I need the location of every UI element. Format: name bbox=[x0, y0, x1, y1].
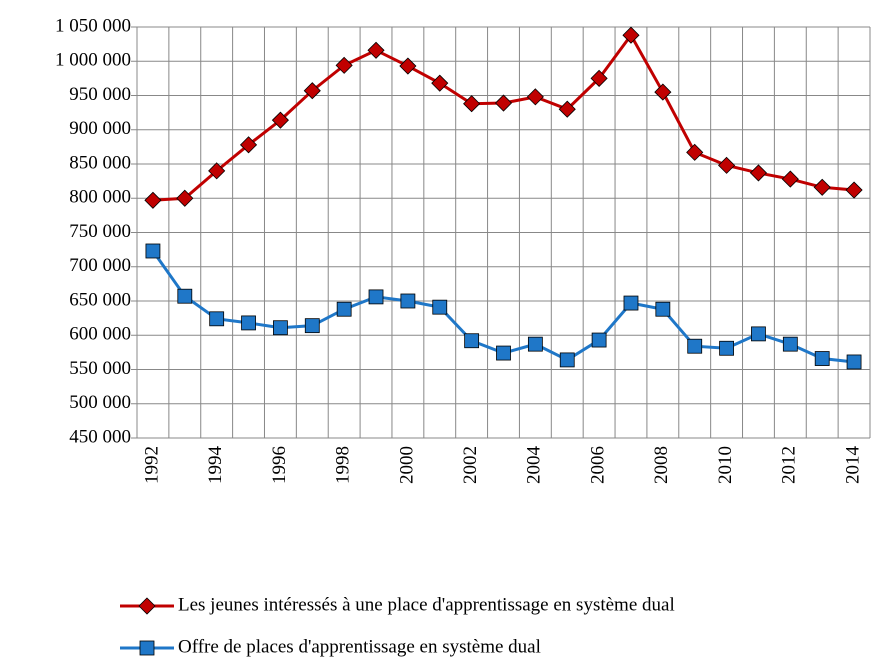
data-point bbox=[177, 288, 193, 304]
data-point bbox=[558, 100, 576, 118]
y-tick-label: 700 000 bbox=[69, 255, 131, 276]
x-tick-label: 2014 bbox=[842, 446, 863, 485]
data-point bbox=[367, 41, 385, 59]
data-point bbox=[399, 57, 417, 75]
data-point bbox=[655, 301, 671, 317]
x-tick-label: 2004 bbox=[524, 446, 545, 485]
data-point bbox=[622, 26, 640, 44]
data-point bbox=[623, 295, 639, 311]
data-point bbox=[496, 345, 511, 361]
legend-marker bbox=[138, 597, 156, 615]
data-point bbox=[208, 162, 226, 180]
data-point bbox=[432, 299, 448, 315]
data-point bbox=[813, 178, 831, 196]
legend-label: Offre de places d'apprentissage en systè… bbox=[178, 636, 541, 657]
x-tick-label: 1994 bbox=[205, 446, 226, 485]
y-tick-label: 450 000 bbox=[69, 426, 131, 447]
data-point bbox=[654, 83, 672, 101]
series-line bbox=[151, 250, 855, 364]
data-point bbox=[145, 243, 161, 259]
data-point bbox=[335, 56, 353, 74]
x-tick-label: 2012 bbox=[779, 446, 800, 484]
data-point bbox=[239, 136, 258, 154]
x-tick-label: 1992 bbox=[141, 446, 162, 484]
x-tick-label: 1996 bbox=[269, 446, 290, 484]
data-point bbox=[814, 351, 830, 366]
y-tick-label: 1 050 000 bbox=[55, 15, 131, 36]
x-tick-label: 2000 bbox=[396, 446, 417, 484]
x-tick-label: 2010 bbox=[715, 446, 736, 484]
y-tick-label: 500 000 bbox=[69, 392, 131, 413]
data-point bbox=[749, 164, 768, 182]
data-point bbox=[526, 88, 544, 106]
data-point bbox=[209, 311, 225, 327]
x-tick-label: 1998 bbox=[333, 446, 354, 484]
data-point bbox=[590, 69, 608, 87]
data-point bbox=[241, 315, 256, 331]
y-tick-label: 800 000 bbox=[69, 187, 131, 208]
data-point bbox=[368, 289, 384, 305]
data-point bbox=[176, 189, 194, 207]
data-point bbox=[686, 143, 704, 161]
data-point bbox=[527, 336, 543, 352]
x-tick-label: 2006 bbox=[587, 446, 608, 484]
y-tick-label: 650 000 bbox=[69, 289, 131, 310]
data-point bbox=[494, 94, 513, 112]
data-point bbox=[846, 354, 862, 370]
data-point bbox=[687, 338, 703, 354]
y-tick-label: 600 000 bbox=[69, 324, 131, 345]
data-point bbox=[559, 352, 575, 368]
data-point bbox=[144, 191, 162, 209]
data-point bbox=[718, 156, 736, 174]
x-tick-label: 2002 bbox=[460, 446, 481, 484]
data-point bbox=[591, 332, 607, 348]
y-tick-label: 900 000 bbox=[69, 118, 131, 139]
data-point bbox=[303, 82, 321, 100]
data-point bbox=[431, 74, 449, 92]
legend-marker bbox=[139, 640, 155, 656]
data-point bbox=[845, 181, 863, 199]
series-line bbox=[152, 32, 855, 202]
x-tick-label: 2008 bbox=[651, 446, 672, 484]
y-tick-label: 1 000 000 bbox=[55, 50, 131, 71]
y-tick-label: 550 000 bbox=[69, 358, 131, 379]
data-point bbox=[271, 111, 289, 129]
y-tick-label: 850 000 bbox=[69, 152, 131, 173]
data-point bbox=[751, 326, 766, 342]
data-point bbox=[463, 95, 481, 113]
data-point bbox=[336, 301, 352, 317]
data-point bbox=[304, 318, 320, 334]
y-tick-label: 750 000 bbox=[69, 221, 131, 242]
legend-label: Les jeunes intéressés à une place d'appr… bbox=[178, 594, 675, 615]
data-point bbox=[719, 340, 734, 356]
data-point bbox=[781, 170, 799, 188]
data-point bbox=[464, 333, 480, 349]
y-tick-label: 950 000 bbox=[69, 84, 131, 105]
data-point bbox=[782, 336, 798, 352]
data-point bbox=[273, 320, 288, 336]
data-point bbox=[400, 293, 416, 309]
